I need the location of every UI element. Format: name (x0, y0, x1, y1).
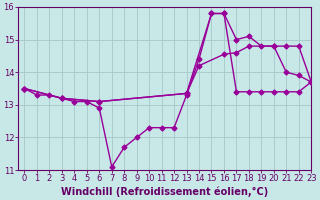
X-axis label: Windchill (Refroidissement éolien,°C): Windchill (Refroidissement éolien,°C) (61, 186, 268, 197)
